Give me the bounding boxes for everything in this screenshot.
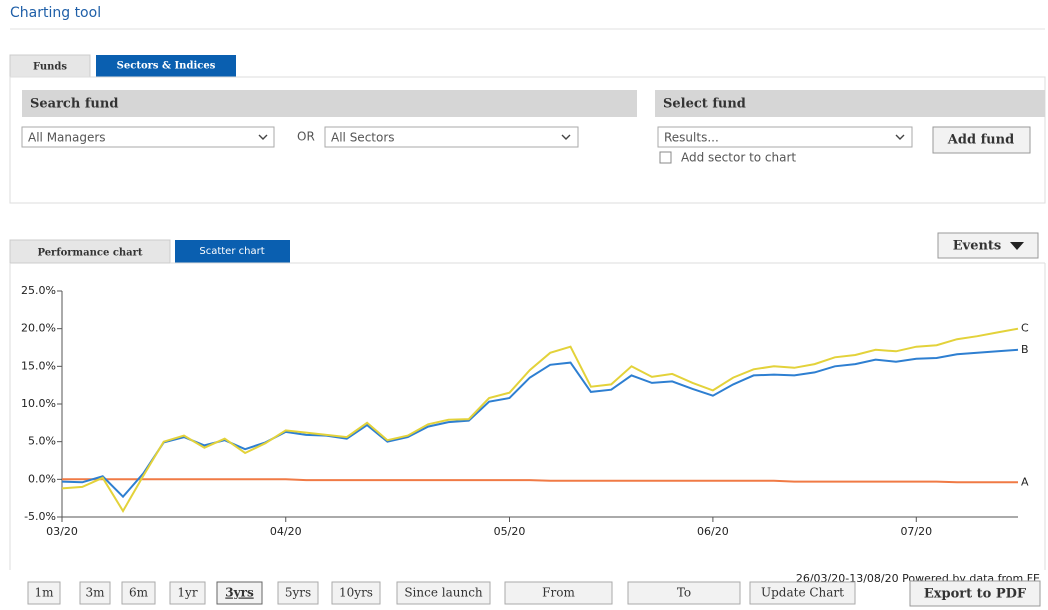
search-heading: Search fund: [30, 97, 118, 112]
y-tick-label: 15.0%: [21, 359, 56, 372]
button-label: Events: [953, 239, 1002, 254]
chevron: [258, 134, 268, 140]
page-title: Charting tool: [10, 5, 101, 21]
x-tick-label: 04/20: [270, 525, 302, 538]
events-button[interactable]: [937, 232, 1039, 259]
tab-label: Sectors & Indices: [117, 61, 216, 72]
select-heading: Select fund: [663, 97, 746, 112]
select-value: All Sectors: [331, 131, 395, 145]
checkbox[interactable]: [659, 151, 672, 164]
chevron: [561, 134, 571, 140]
button-label: 10yrs: [339, 586, 373, 600]
y-tick-label: 0.0%: [28, 472, 56, 485]
period-button[interactable]: [216, 581, 263, 605]
sectors-select[interactable]: [324, 126, 579, 148]
button-label: To: [677, 586, 691, 600]
dropdown-arrow: [1010, 242, 1024, 250]
button-label: Update Chart: [761, 586, 844, 600]
period-button[interactable]: [27, 581, 61, 605]
button-label: 3yrs: [225, 586, 254, 600]
x-tick-label: 06/20: [697, 525, 729, 538]
button-label: Export to PDF: [924, 587, 1027, 602]
period-button[interactable]: [277, 581, 319, 605]
select-value: All Managers: [28, 131, 106, 145]
series-line: [61, 327, 1019, 513]
add-fund-button[interactable]: [932, 126, 1031, 154]
select-header: [655, 90, 1045, 117]
button-label: From: [542, 586, 575, 600]
series-line: [61, 348, 1019, 499]
button-label: Since launch: [404, 586, 483, 600]
tab-label: Performance chart: [37, 248, 142, 259]
period-button[interactable]: [121, 581, 156, 605]
select-value: Results...: [664, 131, 719, 145]
period-button[interactable]: [169, 581, 206, 605]
series-label: C: [1021, 322, 1029, 335]
series-line: [62, 478, 1018, 484]
x-tick-label: 07/20: [900, 525, 932, 538]
button-label: 1m: [34, 586, 54, 600]
period-button[interactable]: [504, 581, 613, 605]
y-tick-label: 25.0%: [21, 284, 56, 297]
managers-select[interactable]: [21, 126, 275, 148]
button-label: 5yrs: [285, 586, 311, 600]
x-tick-label: 05/20: [494, 525, 526, 538]
series-label: B: [1021, 343, 1029, 356]
tab-label: Scatter chart: [199, 246, 264, 257]
button-label: 1yr: [177, 586, 197, 600]
button-label: Add fund: [947, 133, 1014, 148]
button-label: 6m: [129, 586, 149, 600]
period-buttons: 1m 3m 6m 1yr 3yrs 5yrs 10yrs Since launch From To…: [27, 580, 1041, 607]
period-button[interactable]: [331, 581, 381, 605]
y-tick-label: -5.0%: [24, 510, 56, 523]
button-label: 3m: [85, 586, 105, 600]
tab-sectors[interactable]: [96, 55, 236, 77]
period-button[interactable]: [627, 581, 741, 605]
period-button[interactable]: [396, 581, 491, 605]
period-button[interactable]: [79, 581, 111, 605]
x-tick-label: 03/20: [46, 525, 78, 538]
y-tick-label: 20.0%: [21, 322, 56, 335]
tab-performance[interactable]: [9, 239, 171, 264]
period-button[interactable]: [749, 581, 856, 605]
chevron: [895, 134, 905, 140]
series-label: A: [1021, 475, 1029, 488]
checkbox-label: Add sector to chart: [681, 151, 796, 165]
results-select[interactable]: [657, 126, 913, 148]
y-tick-label: 5.0%: [28, 435, 56, 448]
tab-scatter[interactable]: [175, 240, 290, 263]
or-label: OR: [297, 130, 315, 144]
chart: -5.0% 0.0% 5.0% 10.0% 15.0% 20.0% 25.0% 03/20 04…: [21, 284, 1029, 538]
export-button[interactable]: [909, 580, 1041, 607]
search-header: [22, 90, 637, 117]
tab-label: Funds: [33, 62, 67, 73]
y-tick-label: 10.0%: [21, 397, 56, 410]
